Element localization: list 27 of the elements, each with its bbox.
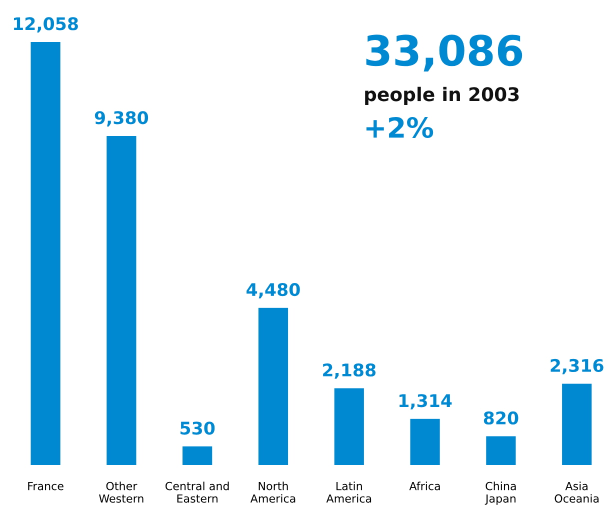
bar bbox=[30, 42, 60, 465]
data-label: 1,314 bbox=[400, 394, 452, 410]
data-label: 12,058 bbox=[14, 17, 78, 33]
data-label: 820 bbox=[484, 411, 518, 425]
bar bbox=[562, 384, 592, 465]
bar bbox=[334, 388, 364, 465]
bar bbox=[258, 308, 288, 465]
annotation: 33,086 bbox=[366, 34, 522, 72]
x-tick-label: Africa bbox=[409, 482, 440, 490]
data-label: 2,316 bbox=[550, 358, 604, 374]
x-tick-label: France bbox=[28, 482, 64, 490]
x-tick-label: North America bbox=[250, 482, 296, 503]
x-tick-label: China Japan bbox=[484, 482, 516, 505]
bar bbox=[410, 418, 440, 465]
data-label: 9,380 bbox=[94, 111, 148, 126]
data-label: 2,188 bbox=[323, 363, 376, 379]
bar bbox=[486, 436, 516, 465]
bar bbox=[106, 136, 136, 465]
x-tick-label: Other Western bbox=[99, 482, 144, 503]
x-tick-label: Central and Eastern bbox=[166, 482, 229, 503]
data-label: 4,480 bbox=[246, 283, 300, 298]
x-tick-label: Asia Oceania bbox=[554, 482, 599, 503]
annotation: people in 2003 bbox=[365, 86, 519, 105]
data-label: 530 bbox=[180, 422, 215, 435]
annotation: +2% bbox=[366, 116, 434, 138]
x-tick-label: Latin America bbox=[326, 482, 372, 503]
bar bbox=[182, 446, 212, 465]
